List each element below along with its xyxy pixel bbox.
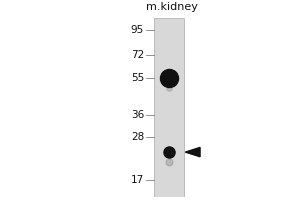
Text: 17: 17 [131, 175, 144, 185]
Text: 72: 72 [131, 50, 144, 60]
Text: 28: 28 [131, 132, 144, 142]
Bar [154, 18, 184, 197]
Text: 36: 36 [131, 110, 144, 120]
Text: 55: 55 [131, 73, 144, 83]
Text: m.kidney: m.kidney [146, 2, 198, 12]
Polygon shape [185, 147, 200, 157]
Text: 95: 95 [131, 25, 144, 35]
